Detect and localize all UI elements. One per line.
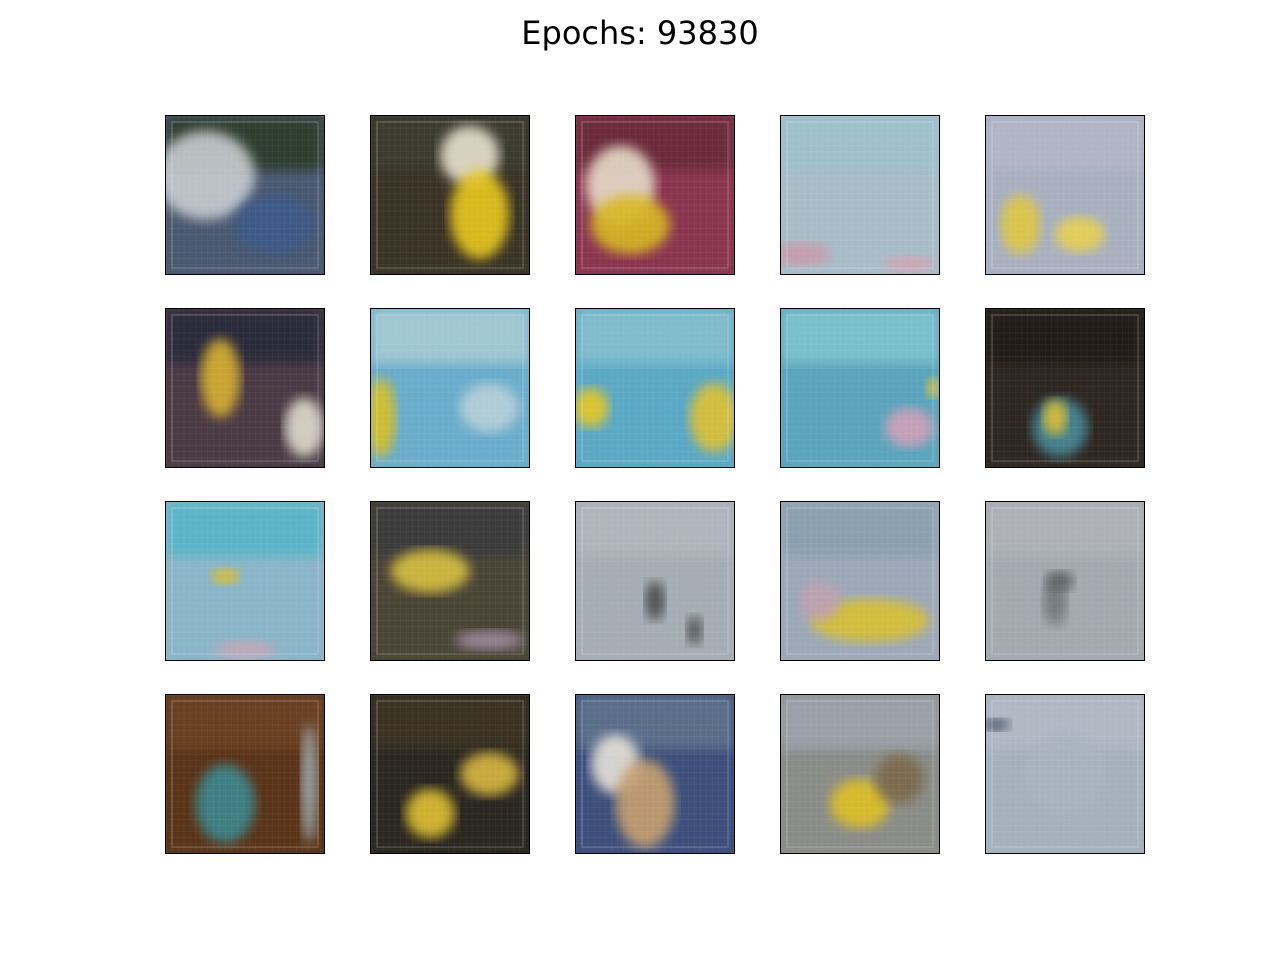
- generated-image-16: [165, 694, 325, 854]
- generated-image-20: [985, 694, 1145, 854]
- generated-image-6: [165, 308, 325, 468]
- generated-image-19: [780, 694, 940, 854]
- generated-image-11: [165, 501, 325, 661]
- generated-image-9: [780, 308, 940, 468]
- generated-image-14: [780, 501, 940, 661]
- generated-image-8: [575, 308, 735, 468]
- generated-image-3: [575, 115, 735, 275]
- generated-image-12: [370, 501, 530, 661]
- generated-image-18: [575, 694, 735, 854]
- generated-image-15: [985, 501, 1145, 661]
- generated-image-1: [165, 115, 325, 275]
- generated-image-5: [985, 115, 1145, 275]
- generated-image-13: [575, 501, 735, 661]
- generated-image-17: [370, 694, 530, 854]
- generated-image-4: [780, 115, 940, 275]
- generated-image-2: [370, 115, 530, 275]
- generated-image-7: [370, 308, 530, 468]
- generated-image-10: [985, 308, 1145, 468]
- figure-title: Epochs: 93830: [521, 14, 759, 52]
